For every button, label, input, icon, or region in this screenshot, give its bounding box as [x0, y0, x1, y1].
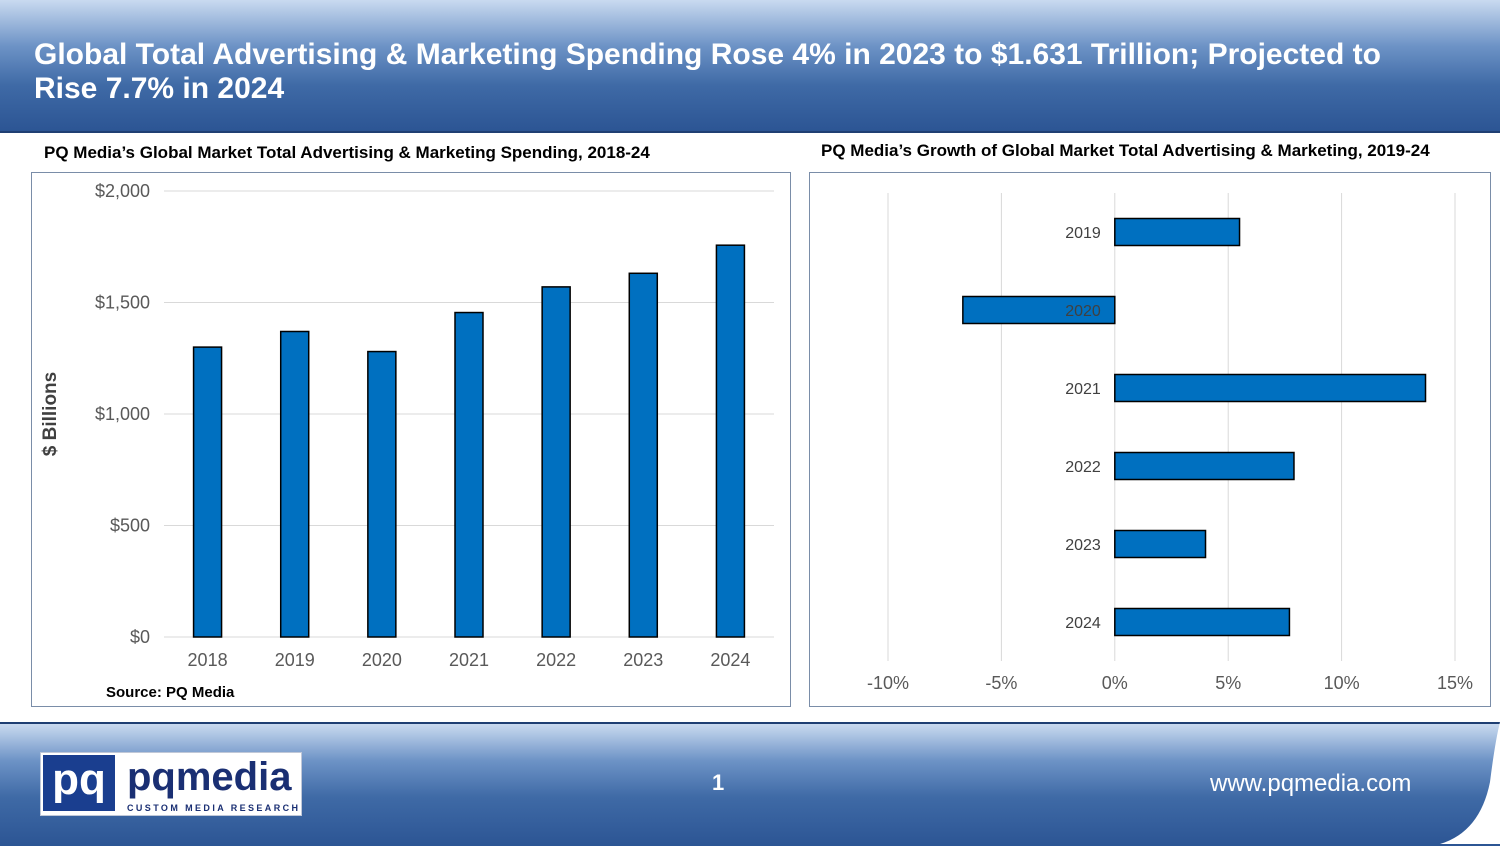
- bar-2019: [279, 330, 310, 638]
- y-category-label: 2021: [1065, 381, 1101, 398]
- pqmedia-logo[interactable]: pq pqmedia CUSTOM MEDIA RESEARCH: [40, 752, 302, 816]
- y-tick-label: $0: [130, 627, 150, 647]
- x-tick-label: 2018: [188, 650, 228, 670]
- x-tick-label: 2022: [536, 650, 576, 670]
- x-tick-label: 10%: [1324, 673, 1360, 693]
- x-tick-label: 2021: [449, 650, 489, 670]
- header-banner: Global Total Advertising & Marketing Spe…: [0, 0, 1500, 133]
- y-tick-label: $500: [110, 516, 150, 536]
- left-chart-panel: $0 $500 $1,000 $1,500 $2,000 2018 2019 2020 2021…: [31, 172, 791, 707]
- page-title: Global Total Advertising & Marketing Spe…: [34, 38, 1381, 105]
- y-category-label: 2024: [1065, 615, 1101, 632]
- growth-bar-chart: -10% -5% 0% 5% 10% 15% 2019 2020 2021 2022 2023 202…: [867, 193, 1473, 693]
- spending-bar-chart: $0 $500 $1,000 $1,500 $2,000 2018 2019 2020 2021…: [40, 181, 774, 670]
- x-tick-label: 15%: [1437, 673, 1473, 693]
- bar-2021: [1114, 373, 1427, 403]
- y-tick-label: $1,500: [95, 293, 150, 313]
- source-note: Source: PQ Media: [106, 684, 235, 701]
- y-tick-label: $2,000: [95, 181, 150, 201]
- page-number: 1: [712, 770, 725, 795]
- website-link[interactable]: www.pqmedia.com: [1210, 770, 1412, 797]
- bar-2020: [367, 350, 397, 638]
- logo-wordmark: pqmedia: [127, 755, 292, 799]
- x-tick-label: 0%: [1102, 673, 1128, 693]
- x-tick-label: 2024: [710, 650, 750, 670]
- y-axis-label: $ Billions: [40, 372, 61, 456]
- bar-2022: [1114, 451, 1295, 481]
- bar-2024: [1114, 607, 1291, 637]
- bar-2023: [1114, 529, 1207, 559]
- y-tick-label: $1,000: [95, 404, 150, 424]
- bar-2019: [1114, 217, 1241, 247]
- y-category-label: 2019: [1065, 225, 1101, 242]
- y-category-label: 2023: [1065, 537, 1101, 554]
- footer-corner-curve: [1440, 722, 1500, 844]
- y-category-label: 2020: [1065, 303, 1101, 320]
- y-category-label: 2022: [1065, 459, 1101, 476]
- bar-2024: [715, 244, 746, 638]
- x-tick-label: -10%: [867, 673, 909, 693]
- x-tick-label: 2020: [362, 650, 402, 670]
- logo-tagline: CUSTOM MEDIA RESEARCH: [127, 803, 301, 813]
- bar-2022: [541, 286, 571, 638]
- right-chart-panel: -10% -5% 0% 5% 10% 15% 2019 2020 2021 2022 2023 202…: [809, 172, 1491, 707]
- bar-2021: [454, 311, 484, 638]
- bar-2020: [962, 295, 1116, 325]
- bar-2023: [628, 272, 659, 638]
- x-tick-label: 2023: [623, 650, 663, 670]
- bar-2018: [192, 346, 223, 638]
- left-chart-title: PQ Media’s Global Market Total Advertisi…: [44, 143, 650, 162]
- x-tick-label: -5%: [985, 673, 1017, 693]
- logo-mark: pq: [43, 755, 115, 811]
- x-tick-label: 5%: [1215, 673, 1241, 693]
- right-chart-title: PQ Media’s Growth of Global Market Total…: [821, 141, 1430, 160]
- x-tick-label: 2019: [275, 650, 315, 670]
